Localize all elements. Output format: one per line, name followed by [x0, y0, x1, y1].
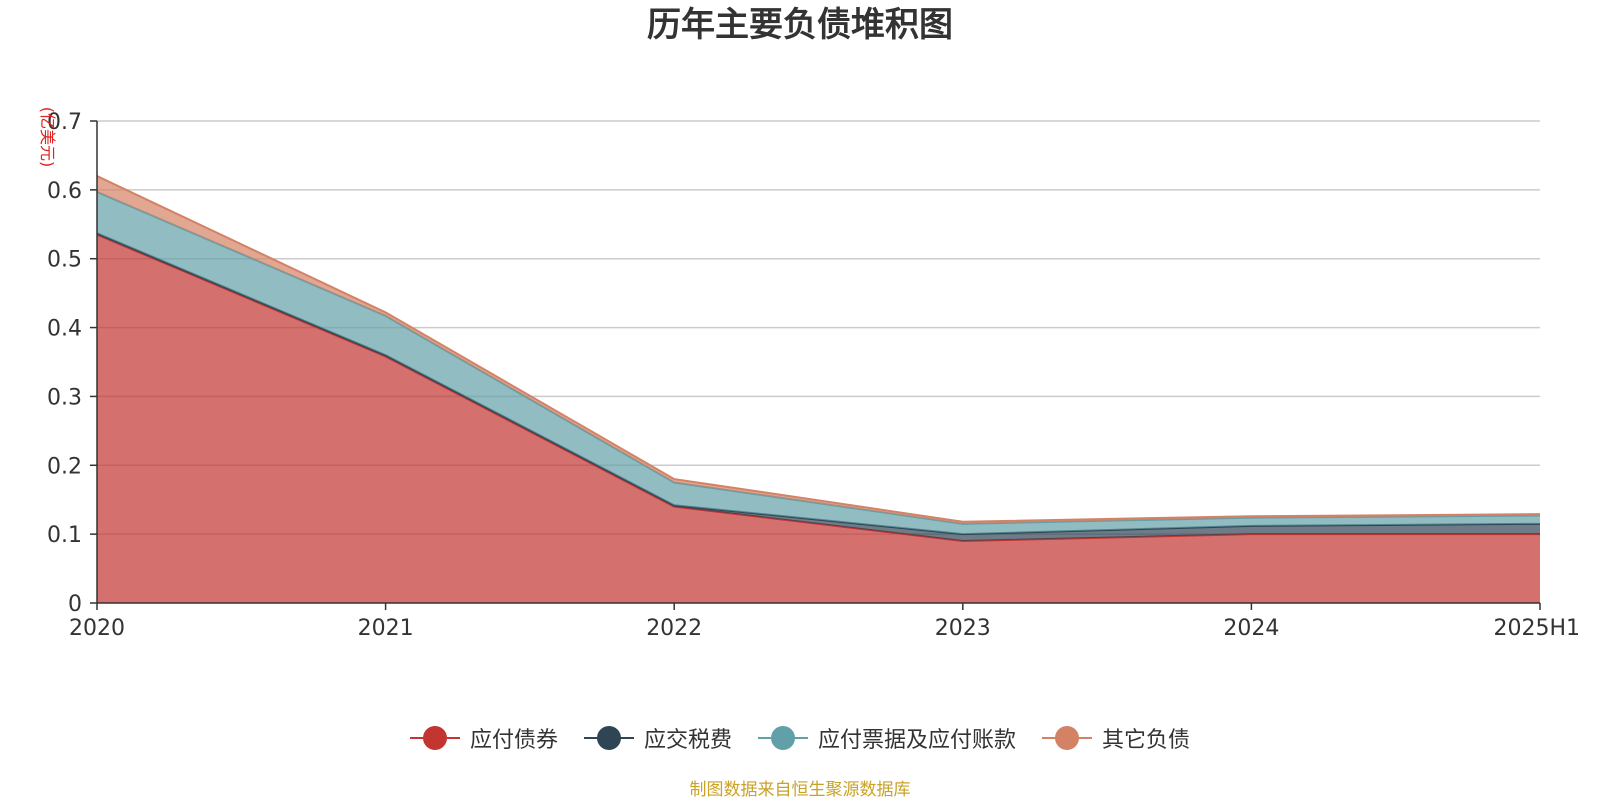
y-tick-label: 0.1 [47, 523, 82, 548]
y-tick-label: 0.3 [47, 385, 82, 410]
area-series[interactable] [97, 234, 1540, 603]
x-tick-label: 2024 [1223, 616, 1279, 641]
x-tick-label: 2021 [358, 616, 414, 641]
legend-marker-icon [409, 725, 460, 751]
y-tick-label: 0.7 [47, 110, 82, 135]
legend-item[interactable]: 应付票据及应付账款 [758, 722, 1016, 754]
y-axis-label: (亿美元) [38, 107, 57, 168]
legend-label: 其它负债 [1102, 728, 1191, 753]
legend-item[interactable]: 应交税费 [583, 722, 732, 754]
x-tick-label: 2023 [935, 616, 991, 641]
y-tick-label: 0 [68, 592, 82, 617]
x-tick-label: 2020 [69, 616, 125, 641]
legend-label: 应付债券 [469, 728, 558, 753]
series-line [96, 175, 1541, 523]
legend-item[interactable]: 应付债券 [409, 722, 558, 754]
legend-marker-icon [758, 725, 808, 751]
data-source-note: 制图数据来自恒生聚源数据库 [689, 780, 911, 800]
x-tick-label: 2022 [646, 616, 702, 641]
legend-marker-icon [583, 725, 634, 751]
legend-label: 应付票据及应付账款 [818, 728, 1017, 753]
chart-title: 历年主要负债堆积图 [647, 5, 953, 45]
y-tick-label: 0.4 [47, 317, 82, 342]
legend: 应付债券 应交税费 应付票据及应付账款 其它负债 [0, 718, 1600, 758]
legend-label: 应交税费 [643, 728, 732, 753]
legend-marker-icon [1042, 725, 1093, 751]
y-tick-label: 0.5 [47, 248, 82, 273]
y-tick-label: 0.2 [47, 454, 82, 479]
y-tick-label: 0.6 [47, 179, 82, 204]
legend-item[interactable]: 其它负债 [1042, 722, 1190, 754]
x-tick-label: 2025H1 [1493, 616, 1580, 641]
